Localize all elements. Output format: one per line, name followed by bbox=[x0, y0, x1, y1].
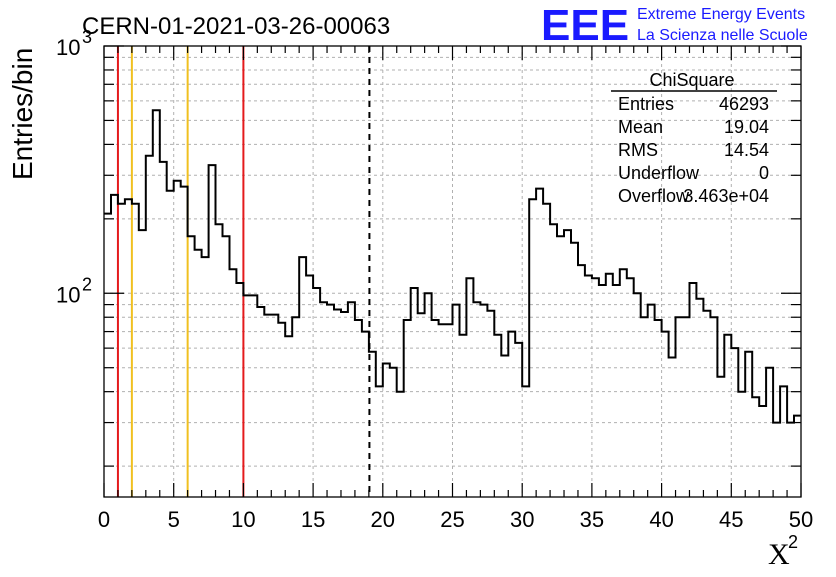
x-tick-label: 20 bbox=[371, 507, 395, 532]
y-tick-label: 10 bbox=[56, 282, 80, 307]
logo-text-line1: Extreme Energy Events bbox=[637, 6, 805, 23]
x-tick-label: 30 bbox=[510, 507, 534, 532]
stats-label: RMS bbox=[618, 140, 658, 160]
y-tick-exponent: 2 bbox=[82, 274, 92, 294]
x-tick-label: 50 bbox=[789, 507, 813, 532]
y-tick-exponent: 3 bbox=[82, 27, 92, 47]
histogram-series bbox=[104, 109, 801, 424]
threshold-lines bbox=[116, 46, 371, 497]
x-axis-label-superscript: 2 bbox=[788, 532, 798, 552]
x-axis-label: X bbox=[768, 538, 790, 571]
x-tick-label: 45 bbox=[719, 507, 743, 532]
stats-label: Overflow bbox=[618, 186, 690, 206]
stats-value: 19.04 bbox=[724, 117, 769, 137]
stats-box: ChiSquare Entries 46293 Mean 19.04 RMS 14.54 U… bbox=[611, 70, 777, 206]
x-tick-label: 10 bbox=[231, 507, 255, 532]
stats-value: 14.54 bbox=[724, 140, 769, 160]
stats-label: Entries bbox=[618, 94, 674, 114]
axis-ticks bbox=[103, 45, 802, 497]
x-tick-label: 15 bbox=[301, 507, 325, 532]
grid-lines bbox=[104, 46, 801, 497]
eee-logo: EEE bbox=[541, 1, 629, 50]
x-tick-labels: 0 5 10 15 20 25 30 35 40 45 50 bbox=[98, 507, 813, 532]
stats-value: 0 bbox=[759, 163, 769, 183]
x-tick-label: 35 bbox=[580, 507, 604, 532]
x-tick-label: 40 bbox=[649, 507, 673, 532]
stats-label: Underflow bbox=[618, 163, 700, 183]
stats-value: 3.463e+04 bbox=[683, 186, 769, 206]
x-tick-label: 25 bbox=[440, 507, 464, 532]
y-tick-label: 10 bbox=[56, 35, 80, 60]
stats-value: 46293 bbox=[719, 94, 769, 114]
stats-rows: Entries 46293 Mean 19.04 RMS 14.54 Underflow 0 O… bbox=[618, 94, 769, 206]
run-title: CERN-01-2021-03-26-00063 bbox=[82, 13, 390, 40]
y-axis-label: Entries/bin bbox=[7, 48, 38, 180]
stats-title: ChiSquare bbox=[649, 70, 734, 90]
x-tick-label: 0 bbox=[98, 507, 110, 532]
stats-label: Mean bbox=[618, 117, 663, 137]
logo-text-line2: La Scienza nelle Scuole bbox=[637, 27, 808, 44]
x-tick-label: 5 bbox=[168, 507, 180, 532]
